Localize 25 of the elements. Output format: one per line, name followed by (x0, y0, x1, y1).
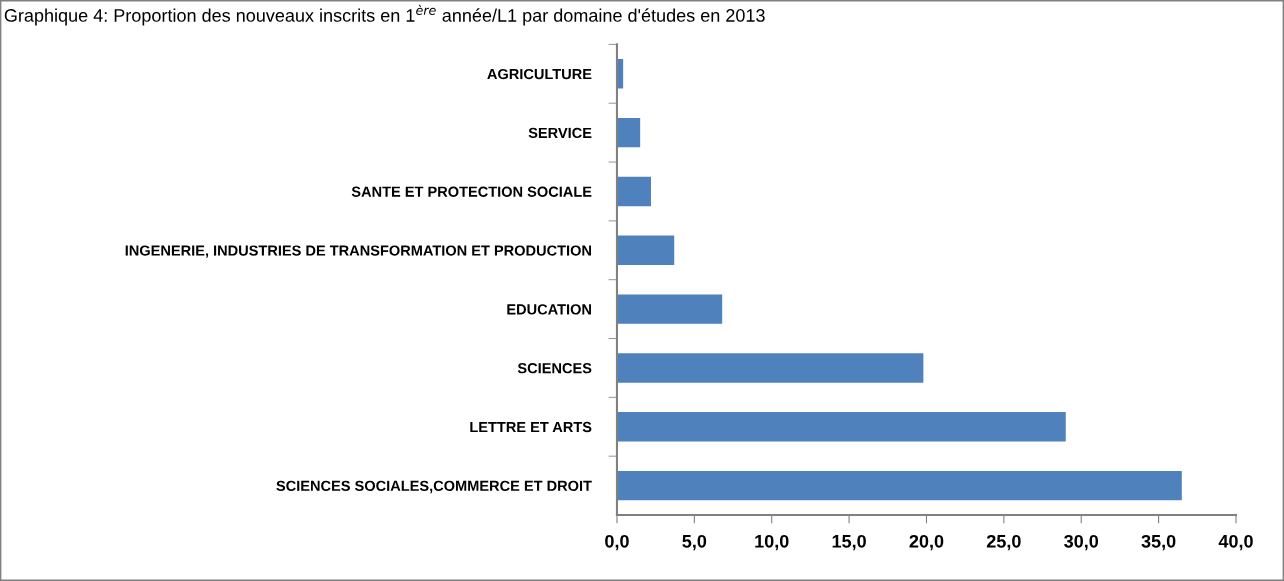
x-tick-label: 35,0 (1141, 534, 1176, 551)
bar (616, 117, 641, 148)
bar (616, 294, 723, 324)
x-tick-label: 40,0 (1218, 534, 1253, 551)
bar (616, 412, 1066, 442)
x-tick-label: 15,0 (832, 534, 866, 551)
x-tick-label: 20,0 (909, 534, 944, 551)
x-tick-label: 30,0 (1064, 534, 1099, 551)
y-tick-label: SCIENCES (517, 363, 592, 374)
y-tick-label: SCIENCES SOCIALES,COMMERCE ET DROIT (276, 480, 592, 494)
bar (616, 176, 652, 207)
bar (616, 353, 924, 383)
bar (616, 470, 1182, 501)
y-tick-label: AGRICULTURE (487, 68, 592, 80)
y-tick-label: LETTRE ET ARTS (470, 421, 592, 433)
x-tick-label: 10,0 (755, 534, 789, 551)
x-tick-label: 25,0 (986, 534, 1021, 551)
x-tick-label: 5,0 (682, 534, 707, 551)
bar (616, 235, 675, 265)
y-tick-label: SERVICE (528, 127, 592, 139)
x-tick-label: 0,0 (605, 534, 629, 551)
y-tick-label: INGENERIE, INDUSTRIES DE TRANSFORMATION ET PRODUCTION (125, 245, 591, 258)
y-tick-label: EDUCATION (507, 304, 591, 315)
text: Graphique 4: Proportion des nouveaux inscrits en 1$^{ère}$ année/L1 par domaine d'études en 2013 (4, 4, 765, 26)
y-tick-label: SANTE ET PROTECTION SOCIALE (351, 186, 592, 197)
